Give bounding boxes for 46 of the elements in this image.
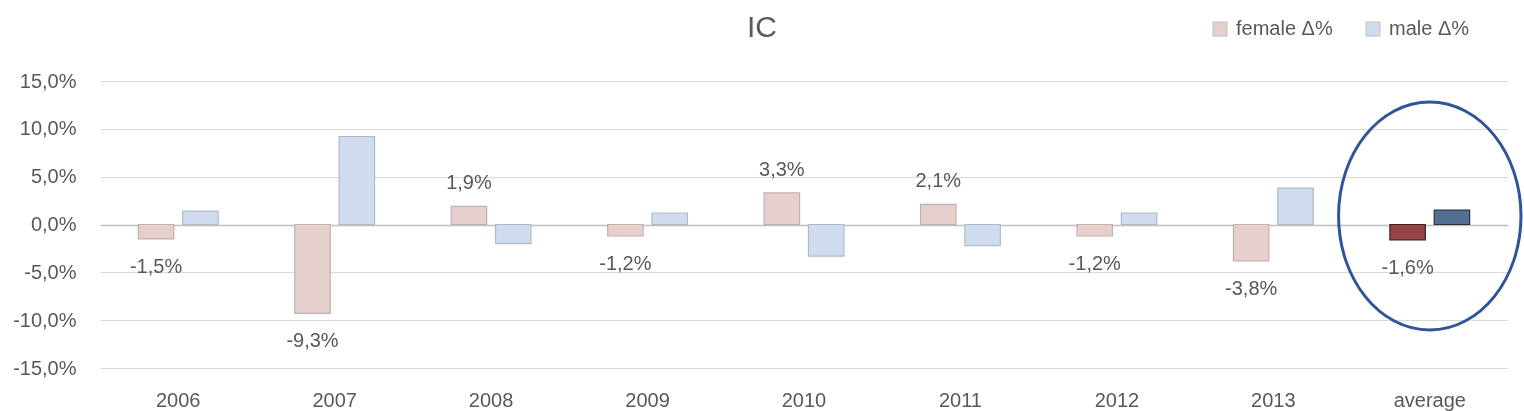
x-tick-label: 2009 — [625, 388, 670, 411]
bar — [450, 205, 488, 226]
y-tick-label: -5,0% — [24, 260, 77, 283]
bar — [651, 212, 689, 226]
bar — [137, 223, 175, 240]
x-tick-label: 2006 — [155, 388, 201, 411]
bar — [294, 223, 331, 315]
legend-label: male Δ% — [1389, 17, 1470, 39]
bar — [964, 223, 1001, 247]
data-label: 1,9% — [446, 171, 492, 194]
bar — [494, 223, 532, 245]
data-label: 2,1% — [915, 169, 962, 192]
bar — [1120, 212, 1158, 226]
data-label: -1,2% — [1068, 251, 1122, 274]
y-tick-label: 0,0% — [30, 213, 77, 235]
data-label: -9,3% — [286, 329, 339, 352]
data-label: -1,6% — [1381, 255, 1434, 278]
data-label: -3,8% — [1225, 276, 1278, 299]
bar — [182, 210, 219, 226]
bar — [1389, 223, 1426, 241]
bar — [919, 203, 957, 226]
bar — [807, 223, 845, 257]
data-label: -1,5% — [129, 254, 183, 277]
x-tick-label: 2008 — [468, 388, 514, 411]
x-tick-label: 2011 — [938, 388, 982, 411]
x-tick-label: 2010 — [781, 388, 827, 411]
y-tick-label: -10,0% — [13, 308, 77, 331]
x-tick-label: 2007 — [312, 388, 357, 411]
bar — [1232, 223, 1270, 262]
x-tick-label: 2013 — [1251, 388, 1296, 411]
legend-label: female Δ% — [1236, 17, 1333, 39]
bar — [763, 192, 801, 226]
bar — [1433, 209, 1471, 226]
y-tick-label: -15,0% — [13, 356, 77, 379]
chart-title: IC — [747, 10, 777, 43]
x-tick-label: 2012 — [1094, 388, 1140, 411]
y-tick-label: 15,0% — [19, 69, 77, 92]
bar — [1277, 187, 1314, 226]
y-tick-label: 10,0% — [19, 117, 77, 140]
y-tick-label: 5,0% — [30, 165, 77, 188]
bar — [1076, 223, 1114, 237]
bar — [607, 223, 644, 237]
data-label: 3,3% — [759, 157, 805, 180]
x-tick-label: average — [1393, 388, 1466, 411]
bar — [338, 135, 376, 226]
data-label: -1,2% — [599, 251, 652, 274]
